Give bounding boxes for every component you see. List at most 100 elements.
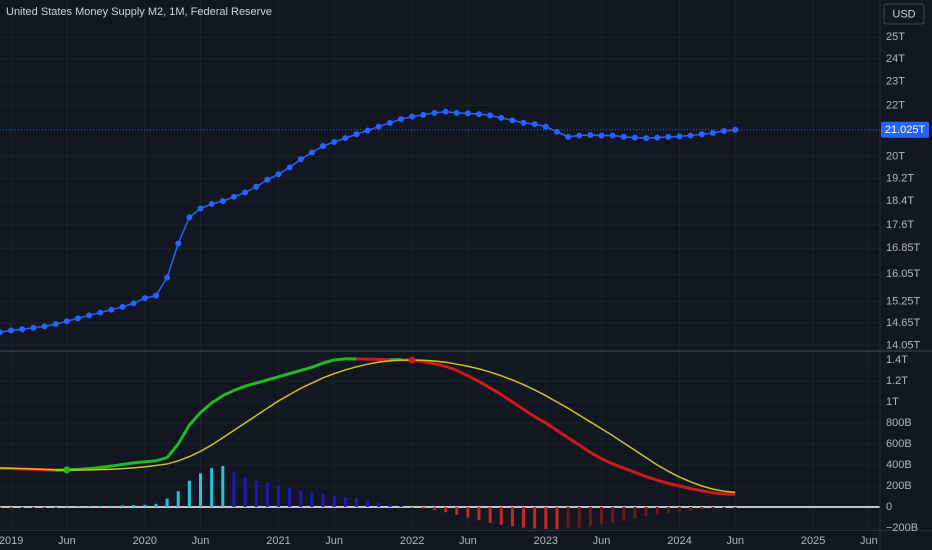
- data-point: [0, 329, 3, 336]
- histogram-bar: [544, 507, 548, 530]
- histogram-bar: [9, 507, 13, 509]
- data-point: [643, 135, 650, 142]
- histogram-bar: [154, 503, 158, 508]
- data-point: [230, 193, 237, 200]
- histogram-bar: [566, 507, 570, 529]
- data-point: [409, 113, 416, 120]
- data-point: [320, 142, 327, 149]
- currency-button[interactable]: [883, 3, 925, 25]
- data-point: [175, 240, 182, 247]
- y-tick-label: 800B: [886, 417, 912, 429]
- fast-line: [55, 357, 357, 472]
- histogram-bar: [199, 473, 203, 508]
- y-tick-label: 17.6T: [886, 219, 914, 231]
- data-point: [286, 164, 293, 171]
- data-point: [698, 131, 705, 138]
- histogram-bar: [488, 507, 492, 523]
- histogram-bar: [243, 477, 247, 508]
- grid: [0, 0, 880, 530]
- x-tick-label: Jun: [726, 535, 744, 547]
- data-point: [464, 110, 471, 117]
- x-tick-label: 2022: [400, 535, 424, 547]
- histogram-bar: [143, 504, 147, 508]
- data-point: [297, 156, 304, 163]
- x-tick-label: 2024: [667, 535, 691, 547]
- histogram-bar: [399, 505, 403, 508]
- data-point: [654, 134, 661, 141]
- histogram-bar: [165, 498, 169, 508]
- histogram-bar: [76, 506, 80, 508]
- histogram-bar: [611, 507, 615, 523]
- histogram-bar: [87, 506, 91, 508]
- histogram-bar: [733, 507, 737, 508]
- histogram-bar: [711, 507, 715, 509]
- histogram-bar: [210, 468, 214, 508]
- x-tick-label: Jun: [459, 535, 477, 547]
- histogram-bar: [477, 507, 481, 521]
- upper-pane: [0, 108, 880, 336]
- data-point: [74, 315, 81, 322]
- data-point: [565, 133, 572, 140]
- histogram-bar: [232, 472, 236, 508]
- currency-label: USD: [892, 8, 915, 20]
- data-point: [386, 119, 393, 126]
- histogram-bar: [510, 507, 514, 527]
- data-point: [453, 109, 460, 116]
- y-tick-label: 400B: [886, 459, 912, 471]
- y-tick-label: −200B: [886, 522, 918, 534]
- histogram-bar: [388, 504, 392, 508]
- histogram-bar: [310, 492, 314, 508]
- y-tick-label: 200B: [886, 480, 912, 492]
- slow-line: [0, 359, 736, 494]
- data-point: [431, 109, 438, 116]
- data-point: [97, 309, 104, 316]
- y-tick-label: 0: [886, 501, 892, 513]
- histogram-bar: [20, 507, 24, 508]
- data-point: [553, 128, 560, 135]
- x-tick-label: 2021: [266, 535, 290, 547]
- data-point: [342, 135, 349, 142]
- data-point: [364, 127, 371, 134]
- data-point: [576, 132, 583, 139]
- histogram-bar: [354, 498, 358, 508]
- x-tick-label: Jun: [192, 535, 210, 547]
- histogram-bar: [332, 495, 336, 508]
- chart-title: United States Money Supply M2, 1M, Feder…: [6, 6, 272, 18]
- x-tick-label: 2025: [801, 535, 825, 547]
- histogram-bar: [299, 490, 303, 508]
- x-tick-label: 2023: [534, 535, 558, 547]
- x-tick-label: Jun: [860, 535, 878, 547]
- histogram-bar: [655, 507, 659, 515]
- data-point: [119, 303, 126, 310]
- data-point: [164, 274, 171, 281]
- lower-pane: [0, 356, 880, 530]
- histogram-bar: [321, 493, 325, 508]
- data-point: [620, 133, 627, 140]
- histogram-bar: [689, 507, 693, 511]
- data-point: [275, 171, 282, 178]
- data-point: [86, 312, 93, 319]
- y-tick-label: 1T: [886, 396, 899, 408]
- y-tick-label: 20T: [886, 150, 905, 162]
- y-tick-label: 15.25T: [886, 295, 921, 307]
- data-point: [442, 108, 449, 115]
- y-tick-label: 19.2T: [886, 172, 914, 184]
- histogram-bar: [444, 507, 448, 513]
- histogram-bar: [343, 497, 347, 508]
- data-point: [8, 327, 15, 334]
- data-point: [52, 321, 59, 328]
- histogram-bar: [43, 507, 47, 508]
- y-tick-label: 23T: [886, 76, 905, 88]
- y-tick-label: 600B: [886, 438, 912, 450]
- histogram-bar: [366, 500, 370, 508]
- histogram-bar: [421, 507, 425, 509]
- y-tick-label: 24T: [886, 53, 905, 65]
- histogram-bar: [377, 502, 381, 508]
- data-point: [587, 132, 594, 139]
- histogram-bar: [522, 507, 526, 528]
- histogram-bar: [499, 507, 503, 525]
- data-point: [509, 117, 516, 124]
- data-point: [520, 119, 527, 126]
